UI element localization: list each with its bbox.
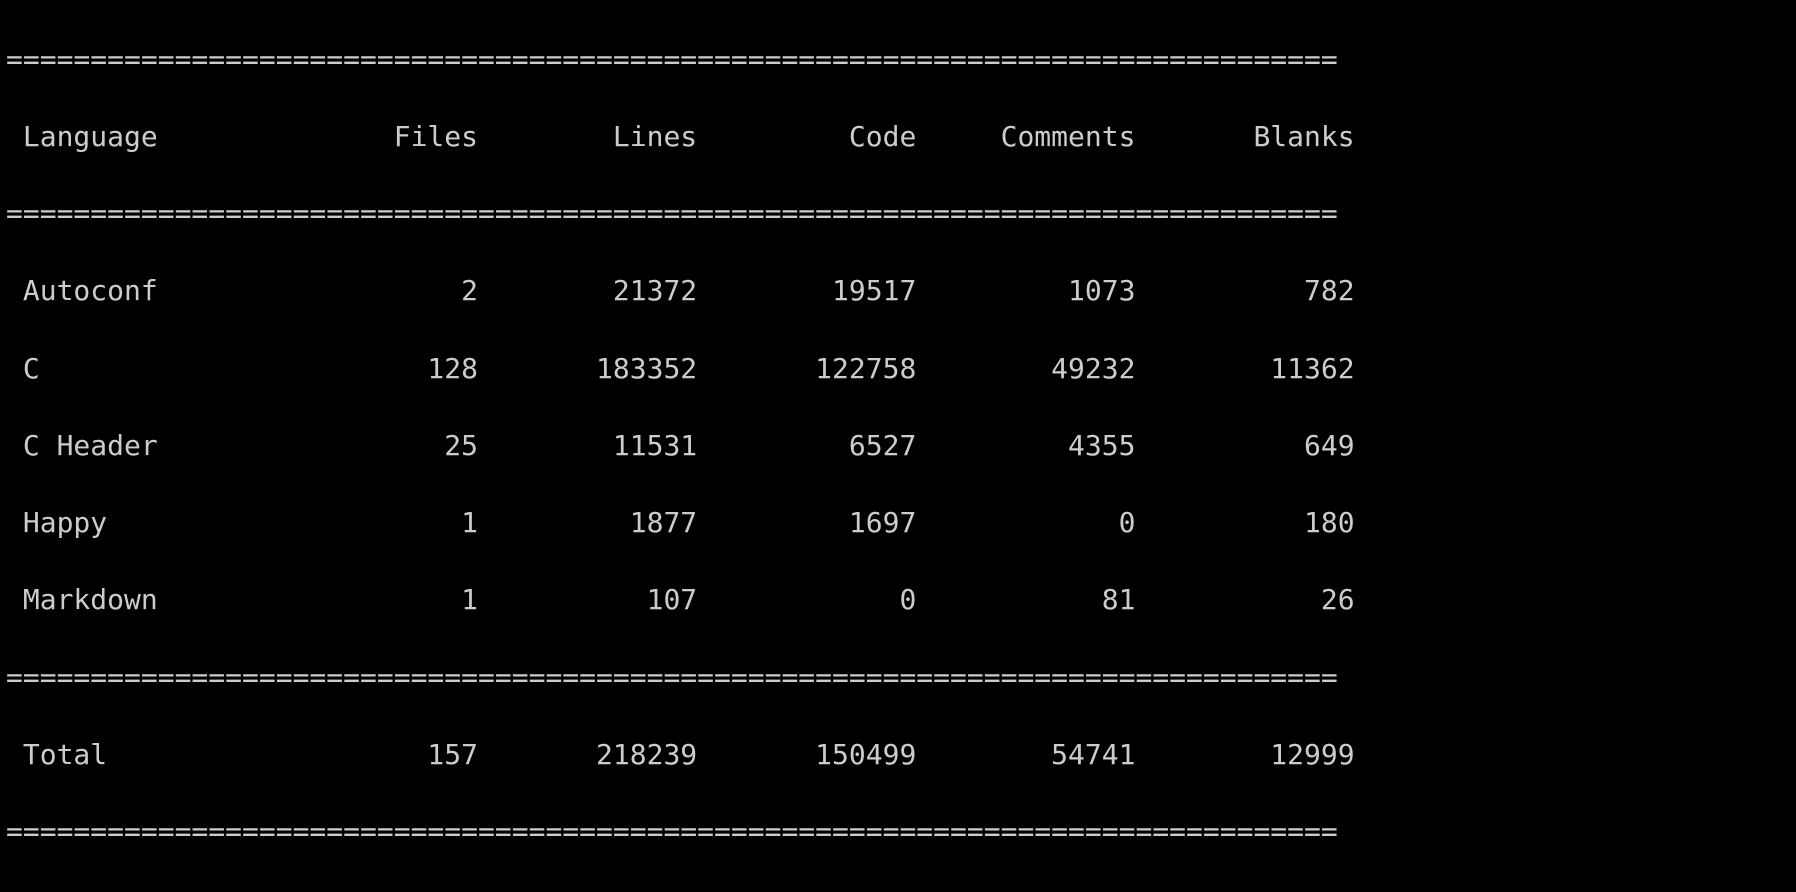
- separator-line: ========================================…: [6, 195, 1790, 234]
- table-row: Happy 1 1877 1697 0 180: [6, 504, 1790, 543]
- table-row: Autoconf 2 21372 19517 1073 782: [6, 272, 1790, 311]
- separator-line: ========================================…: [6, 659, 1790, 698]
- table-row: C Header 25 11531 6527 4355 649: [6, 427, 1790, 466]
- table-row: Markdown 1 107 0 81 26: [6, 581, 1790, 620]
- separator-line: ========================================…: [6, 41, 1790, 80]
- terminal-output: ========================================…: [0, 0, 1796, 892]
- total-row: Total 157 218239 150499 54741 12999: [6, 736, 1790, 775]
- separator-line: ========================================…: [6, 813, 1790, 852]
- header-row: Language Files Lines Code Comments Blank…: [6, 118, 1790, 157]
- table-row: C 128 183352 122758 49232 11362: [6, 350, 1790, 389]
